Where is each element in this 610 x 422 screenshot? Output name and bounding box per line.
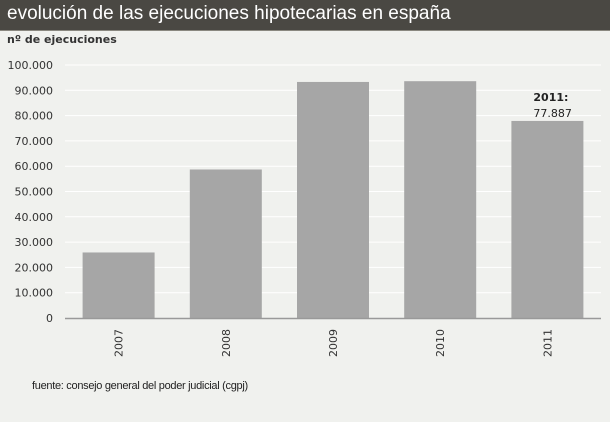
bar-2007 <box>82 252 155 318</box>
y-tick-label: 20.000 <box>15 261 54 274</box>
x-tick-label: 2008 <box>220 329 233 357</box>
chart-title: evolución de las ejecuciones hipotecaria… <box>7 3 451 24</box>
bar-2009 <box>297 81 369 319</box>
annotation-value: 77.887 <box>533 107 572 120</box>
y-tick-label: 40.000 <box>15 211 54 224</box>
bar-2011 <box>511 120 584 318</box>
y-axis-label: nº de ejecuciones <box>7 33 117 46</box>
y-tick-label: 70.000 <box>15 135 54 148</box>
x-tick-label: 2010 <box>434 329 447 357</box>
y-tick-label: 10.000 <box>15 287 54 300</box>
y-tick-label: 60.000 <box>15 160 54 173</box>
bar-2010 <box>404 81 477 318</box>
x-tick-label: 2009 <box>327 329 340 357</box>
source-note: fuente: consejo general del poder judici… <box>32 380 248 392</box>
y-tick-label: 30.000 <box>15 236 54 249</box>
y-tick-label: 50.000 <box>15 186 54 199</box>
y-tick-label: 80.000 <box>15 110 54 123</box>
bar-2008 <box>189 169 262 318</box>
annotation-label: 2011: <box>533 91 568 104</box>
x-tick-label: 2007 <box>113 329 126 357</box>
y-tick-label: 100.000 <box>8 59 54 72</box>
x-tick-label: 2011 <box>541 329 554 357</box>
header-bar: evolución de las ejecuciones hipotecaria… <box>0 0 610 31</box>
y-tick-label: 90.000 <box>15 84 54 97</box>
y-tick-label: 0 <box>46 312 53 325</box>
